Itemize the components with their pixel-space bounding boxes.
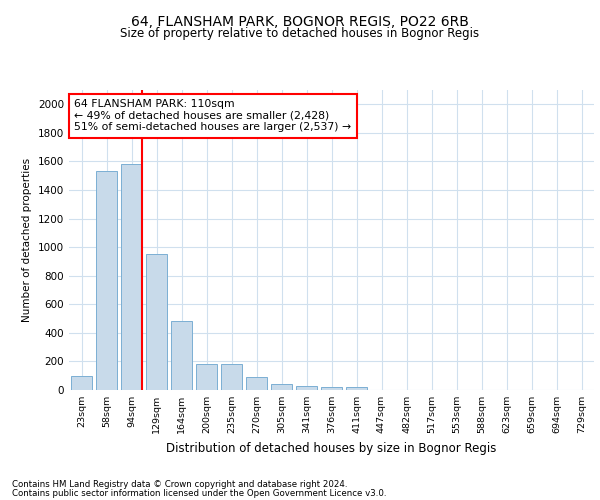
Text: Size of property relative to detached houses in Bognor Regis: Size of property relative to detached ho… [121,28,479,40]
Bar [296,386,317,390]
Bar [171,322,192,390]
Bar [221,364,242,390]
Bar [246,377,267,390]
Bar [146,254,167,390]
Y-axis label: Number of detached properties: Number of detached properties [22,158,32,322]
Text: Contains HM Land Registry data © Crown copyright and database right 2024.: Contains HM Land Registry data © Crown c… [12,480,347,489]
X-axis label: Distribution of detached houses by size in Bognor Regis: Distribution of detached houses by size … [166,442,497,454]
Bar [71,376,92,390]
Text: 64, FLANSHAM PARK, BOGNOR REGIS, PO22 6RB: 64, FLANSHAM PARK, BOGNOR REGIS, PO22 6R… [131,15,469,29]
Bar [271,384,292,390]
Bar [121,164,142,390]
Bar [196,364,217,390]
Bar [346,387,367,390]
Bar [321,387,342,390]
Bar [96,172,117,390]
Text: Contains public sector information licensed under the Open Government Licence v3: Contains public sector information licen… [12,488,386,498]
Text: 64 FLANSHAM PARK: 110sqm
← 49% of detached houses are smaller (2,428)
51% of sem: 64 FLANSHAM PARK: 110sqm ← 49% of detach… [74,99,352,132]
